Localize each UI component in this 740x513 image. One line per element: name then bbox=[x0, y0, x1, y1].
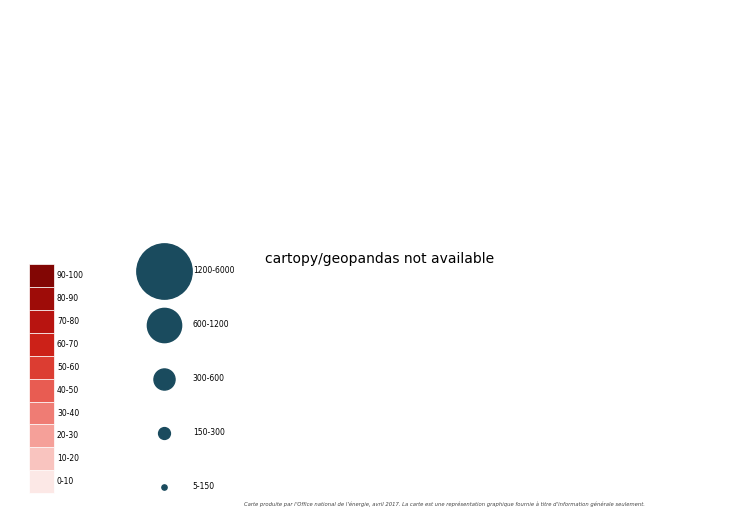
Text: 30-40: 30-40 bbox=[57, 408, 79, 418]
Bar bbox=[30, 310, 54, 333]
Point bbox=[158, 429, 169, 437]
Text: 80-90: 80-90 bbox=[57, 294, 79, 303]
Text: 150-300: 150-300 bbox=[193, 428, 225, 437]
Text: Carte produite par l’Office national de l’énergie, avril 2017. La carte est une : Carte produite par l’Office national de … bbox=[244, 501, 645, 507]
Text: 300-600: 300-600 bbox=[193, 374, 225, 383]
Point bbox=[158, 483, 169, 491]
Text: 0-10: 0-10 bbox=[57, 477, 74, 486]
Point bbox=[158, 266, 169, 274]
Text: 60-70: 60-70 bbox=[57, 340, 79, 349]
Bar bbox=[30, 264, 54, 287]
Bar bbox=[30, 424, 54, 447]
Text: 20-30: 20-30 bbox=[57, 431, 79, 441]
Text: 1200-6000: 1200-6000 bbox=[193, 266, 235, 275]
Point bbox=[158, 321, 169, 329]
Point bbox=[158, 374, 169, 383]
Bar bbox=[30, 287, 54, 310]
Bar bbox=[30, 447, 54, 470]
Text: 5-150: 5-150 bbox=[193, 482, 215, 491]
Text: 600-1200: 600-1200 bbox=[193, 320, 229, 329]
Bar bbox=[30, 379, 54, 402]
Text: 50-60: 50-60 bbox=[57, 363, 79, 372]
Text: 10-20: 10-20 bbox=[57, 455, 79, 463]
Text: 40-50: 40-50 bbox=[57, 386, 79, 394]
Text: 90-100: 90-100 bbox=[57, 271, 84, 280]
Bar bbox=[30, 470, 54, 493]
Bar bbox=[30, 356, 54, 379]
Bar bbox=[30, 402, 54, 424]
Text: cartopy/geopandas not available: cartopy/geopandas not available bbox=[265, 252, 494, 266]
Bar bbox=[30, 333, 54, 356]
Text: 70-80: 70-80 bbox=[57, 317, 79, 326]
